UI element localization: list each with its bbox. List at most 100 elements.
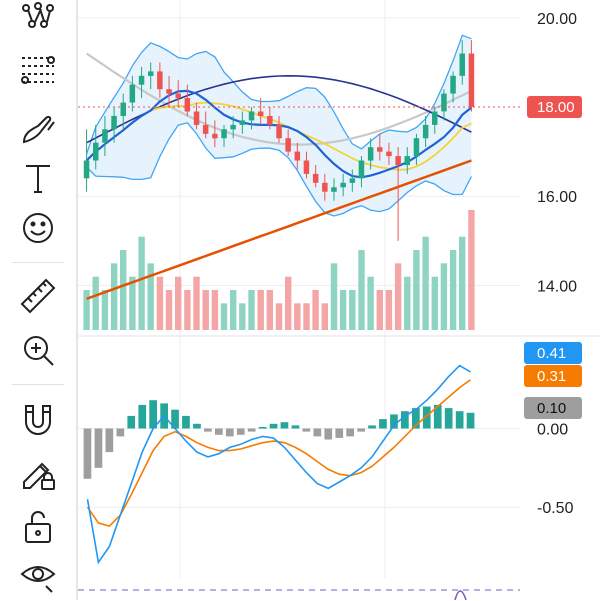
candle-body bbox=[93, 142, 99, 161]
volume-bar bbox=[312, 290, 319, 330]
candle-body bbox=[83, 160, 90, 179]
macd-line bbox=[86, 364, 471, 565]
volume-bar bbox=[303, 303, 310, 330]
volume-bar bbox=[376, 290, 383, 330]
macd-histogram-bar bbox=[346, 428, 354, 437]
histogram-value-badge-text: 0.10 bbox=[537, 400, 566, 417]
price-tick-label: 16.00 bbox=[537, 189, 577, 206]
pattern-tool-icon[interactable] bbox=[18, 0, 58, 40]
price-tick-label: 20.00 bbox=[537, 11, 577, 28]
macd-histogram-bar bbox=[302, 428, 311, 432]
macd-histogram-bar bbox=[379, 419, 387, 429]
price-tick-label: 14.00 bbox=[537, 278, 577, 295]
volume-bar bbox=[275, 303, 283, 330]
volume-bar bbox=[211, 290, 219, 330]
candle-body bbox=[193, 111, 200, 125]
volume-bar bbox=[184, 290, 191, 330]
candle-body bbox=[367, 147, 374, 161]
candle-body bbox=[468, 53, 475, 107]
volume-bar bbox=[321, 303, 328, 330]
lock-drawing-icon[interactable] bbox=[18, 452, 58, 492]
macd-histogram-bar bbox=[116, 428, 125, 437]
volume-bar bbox=[230, 290, 237, 330]
volume-bar bbox=[101, 290, 109, 330]
fib-tool-icon[interactable] bbox=[18, 50, 58, 90]
candle-body bbox=[413, 138, 420, 156]
macd-histogram-bar bbox=[455, 411, 464, 429]
candle-body bbox=[312, 173, 319, 183]
candle-body bbox=[175, 93, 181, 99]
candle-body bbox=[221, 129, 227, 139]
candlestick-pane bbox=[78, 34, 520, 330]
volume-bar bbox=[138, 236, 145, 330]
signal-value-badge bbox=[524, 365, 582, 387]
volume-bar bbox=[285, 276, 292, 330]
macd-histogram-bar bbox=[324, 428, 333, 440]
macd-histogram-bar bbox=[433, 404, 442, 429]
emoji-tool-icon[interactable] bbox=[18, 208, 58, 248]
brush-tool-icon[interactable] bbox=[18, 108, 58, 148]
macd-histogram-bar bbox=[204, 428, 212, 432]
bollinger-upper-line bbox=[85, 34, 472, 155]
macd-histogram-bar bbox=[149, 400, 157, 429]
candle-body bbox=[285, 138, 291, 152]
long-moving-average-line bbox=[86, 159, 472, 300]
current-price-badge bbox=[527, 96, 582, 118]
macd-histogram-bar bbox=[269, 423, 278, 429]
volume-bar bbox=[239, 303, 246, 330]
alert-marker bbox=[454, 590, 467, 600]
candle-body bbox=[422, 124, 429, 139]
toolbar-border bbox=[76, 0, 78, 600]
candle-body bbox=[386, 151, 392, 157]
zoom-in-icon[interactable] bbox=[18, 330, 58, 370]
volume-bar bbox=[83, 290, 90, 330]
magnet-icon[interactable] bbox=[18, 400, 58, 440]
volume-bar bbox=[147, 263, 154, 330]
volume-bar bbox=[440, 263, 448, 330]
volume-bar bbox=[156, 276, 164, 330]
macd-histogram-bar bbox=[138, 404, 147, 429]
candle-body bbox=[120, 102, 126, 116]
volume-bar bbox=[349, 290, 356, 330]
macd-histogram-bar bbox=[182, 415, 190, 429]
volume-bar bbox=[459, 236, 466, 330]
text-tool-icon[interactable] bbox=[18, 158, 58, 198]
candle-body bbox=[276, 124, 282, 139]
macd-histogram-bar bbox=[258, 427, 267, 429]
candle-body bbox=[239, 120, 246, 125]
drawing-toolbar bbox=[0, 0, 76, 600]
volume-bar bbox=[257, 290, 264, 330]
volume-bar bbox=[394, 263, 402, 330]
candle-body bbox=[377, 147, 383, 152]
volume-bar bbox=[404, 276, 411, 330]
candle-body bbox=[331, 187, 337, 192]
macd-histogram-bar bbox=[357, 428, 365, 432]
toolbar-divider bbox=[12, 384, 64, 385]
toolbar-divider bbox=[12, 262, 64, 263]
eye-icon[interactable] bbox=[18, 556, 58, 596]
candle-body bbox=[257, 111, 264, 116]
macd-histogram-bar bbox=[335, 428, 344, 438]
volume-bar bbox=[358, 250, 365, 330]
current-price-label: 18.00 bbox=[537, 99, 575, 116]
macd-tick-label: -0.50 bbox=[537, 500, 574, 517]
volume-bar bbox=[202, 290, 209, 330]
volume-bar bbox=[422, 236, 429, 330]
candle-body bbox=[358, 160, 365, 179]
volume-bar bbox=[449, 250, 457, 330]
volume-bar bbox=[220, 303, 228, 330]
ruler-icon[interactable] bbox=[18, 276, 58, 316]
candle-body bbox=[230, 124, 236, 130]
candle-body bbox=[184, 98, 191, 112]
candle-body bbox=[138, 75, 145, 85]
volume-bar bbox=[165, 290, 173, 330]
volume-bar bbox=[248, 290, 255, 330]
candle-body bbox=[441, 93, 447, 112]
candle-body bbox=[248, 111, 255, 121]
macd-histogram-bar bbox=[105, 428, 114, 453]
macd-histogram-bar bbox=[291, 425, 300, 429]
volume-bar bbox=[92, 276, 99, 330]
candle-body bbox=[395, 156, 401, 165]
unlock-icon[interactable] bbox=[18, 506, 58, 546]
